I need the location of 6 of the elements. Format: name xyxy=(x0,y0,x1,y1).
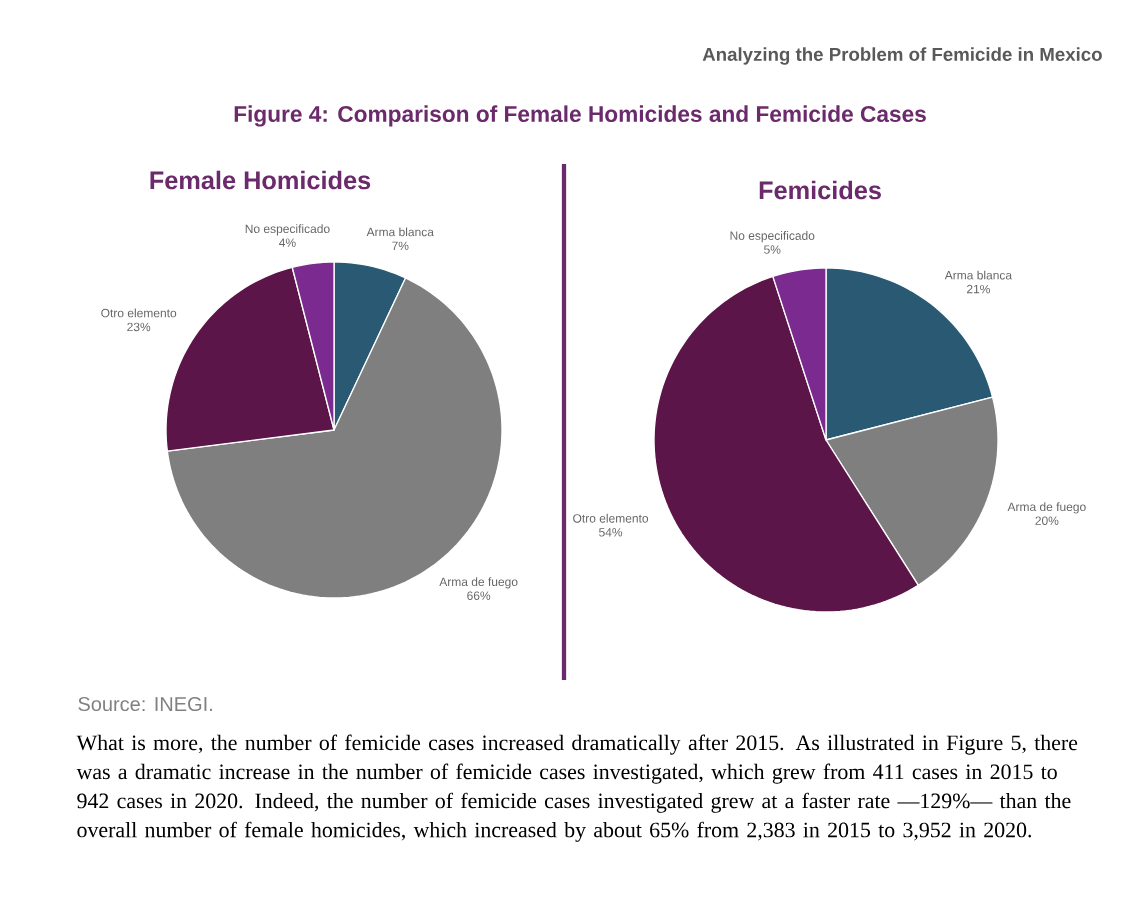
text: Analyzing the Problem of Femicide in Mexico xyxy=(702,47,1102,65)
chart-title: Femicides xyxy=(759,180,881,200)
caption: Figure 4: Comparison of Female Homicides and Femicide Cases xyxy=(234,105,926,127)
source-note: Source: INEGI. xyxy=(78,696,212,712)
text: What is more, the number of femicide cases increased dramatically after 2015. As illustrated in Figure 5, there was a dramatic increase in the number of femicide cases investigated, which grew from 411 cases in 2015 to 942 cases in 2020. Indeed, the number of femicide cases investigated grew at a faster rate —129%— than the overall number of female homicides, which increased by about 65% from 2,383 in 2015 to 3,952 in 2020. xyxy=(76,734,1078,842)
chart-title: Female Homicides xyxy=(150,170,371,190)
